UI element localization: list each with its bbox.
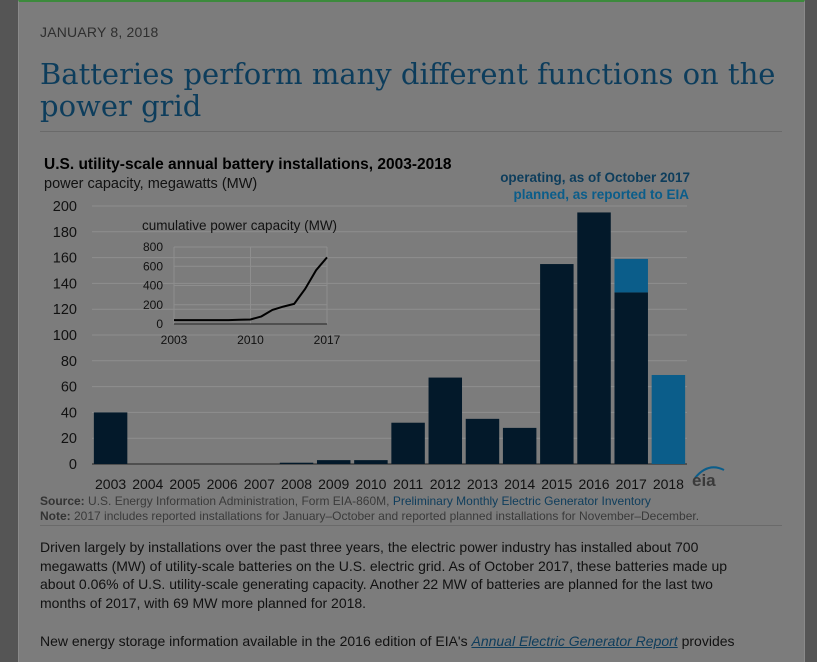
inset-y-tick-label: 0 (156, 317, 163, 331)
x-tick-label: 2010 (355, 476, 386, 492)
article-date: JANUARY 8, 2018 (40, 24, 159, 40)
x-tick-label: 2006 (207, 476, 238, 492)
inset-y-tick-label: 400 (143, 279, 163, 293)
source-text: U.S. Energy Information Administration, … (84, 494, 393, 508)
bar-operating-2012 (428, 377, 463, 464)
x-tick-label: 2003 (95, 476, 126, 492)
paragraph-2-start: New energy storage information available… (40, 633, 472, 649)
bar-operating-2008 (279, 462, 314, 464)
y-tick-label: 20 (61, 431, 77, 447)
bar-operating-2014 (502, 427, 537, 464)
bar-operating-2010 (354, 460, 388, 464)
x-tick-label: 2013 (467, 476, 498, 492)
bar-operating-2003 (93, 412, 128, 464)
x-tick-label: 2017 (616, 476, 647, 492)
chart-notes: Source: U.S. Energy Information Administ… (40, 494, 790, 524)
inset-y-tick-label: 600 (143, 259, 163, 273)
inset-y-tick-label: 800 (143, 240, 163, 254)
x-tick-label: 2018 (653, 476, 684, 492)
bar-operating-2009 (316, 460, 351, 464)
bar-operating-2017 (614, 292, 648, 464)
chart-title: U.S. utility-scale annual battery instal… (44, 156, 452, 173)
bar-operating-2011 (391, 422, 425, 464)
bar-operating-2016 (577, 212, 611, 464)
x-tick-label: 2005 (169, 476, 200, 492)
y-tick-label: 60 (61, 380, 77, 396)
eia-logo: eia (692, 466, 725, 490)
note-label: Note: (40, 509, 71, 523)
x-tick-label: 2015 (541, 476, 572, 492)
bar-operating-2015 (540, 264, 574, 464)
paragraph-2-end: provides (677, 633, 735, 649)
y-tick-label: 200 (53, 199, 77, 215)
y-tick-label: 180 (53, 225, 77, 241)
bar-operating-2013 (465, 418, 500, 464)
article-paragraph-1: Driven largely by installations over the… (40, 539, 728, 611)
note-text: 2017 includes reported installations for… (70, 509, 700, 523)
chart-subtitle: power capacity, megawatts (MW) (44, 176, 257, 192)
annual-report-link[interactable]: Annual Electric Generator Report (471, 633, 678, 649)
x-tick-label: 2016 (578, 476, 609, 492)
source-link[interactable]: Preliminary Monthly Electric Generator I… (392, 494, 651, 508)
x-tick-label: 2009 (318, 476, 349, 492)
divider-top (40, 131, 782, 132)
inset-x-tick-label: 2010 (237, 333, 264, 347)
x-tick-label: 2011 (393, 476, 423, 492)
y-tick-label: 140 (53, 276, 77, 292)
x-tick-label: 2012 (430, 476, 461, 492)
legend-operating: operating, as of October 2017 (500, 170, 690, 185)
y-tick-label: 120 (53, 302, 77, 318)
svg-text:eia: eia (692, 471, 716, 490)
x-tick-label: 2004 (132, 476, 163, 492)
x-tick-label: 2008 (281, 476, 312, 492)
bar-planned-2017 (614, 258, 648, 293)
y-tick-label: 80 (61, 354, 77, 370)
inset-x-tick-label: 2017 (314, 333, 341, 347)
bar-planned-2018 (651, 374, 686, 464)
x-tick-label: 2007 (244, 476, 275, 492)
inset-title: cumulative power capacity (MW) (142, 218, 337, 233)
y-tick-label: 100 (53, 328, 77, 344)
source-label: Source: (40, 494, 85, 508)
inset-cumulative-line (174, 256, 328, 322)
article-headline: Batteries perform many different functio… (40, 57, 776, 123)
article-paragraph-2: New energy storage information available… (40, 632, 760, 650)
article-card (18, 0, 805, 662)
y-tick-label: 160 (53, 251, 77, 267)
inset-x-tick-label: 2003 (161, 333, 188, 347)
inset-y-tick-label: 200 (143, 298, 163, 312)
y-tick-label: 0 (69, 457, 77, 473)
legend-planned: planned, as reported to EIA (513, 187, 689, 202)
battery-installations-chart: U.S. utility-scale annual battery instal… (44, 156, 725, 492)
x-tick-label: 2014 (504, 476, 535, 492)
divider-bottom (40, 525, 782, 526)
y-tick-label: 40 (61, 405, 77, 421)
